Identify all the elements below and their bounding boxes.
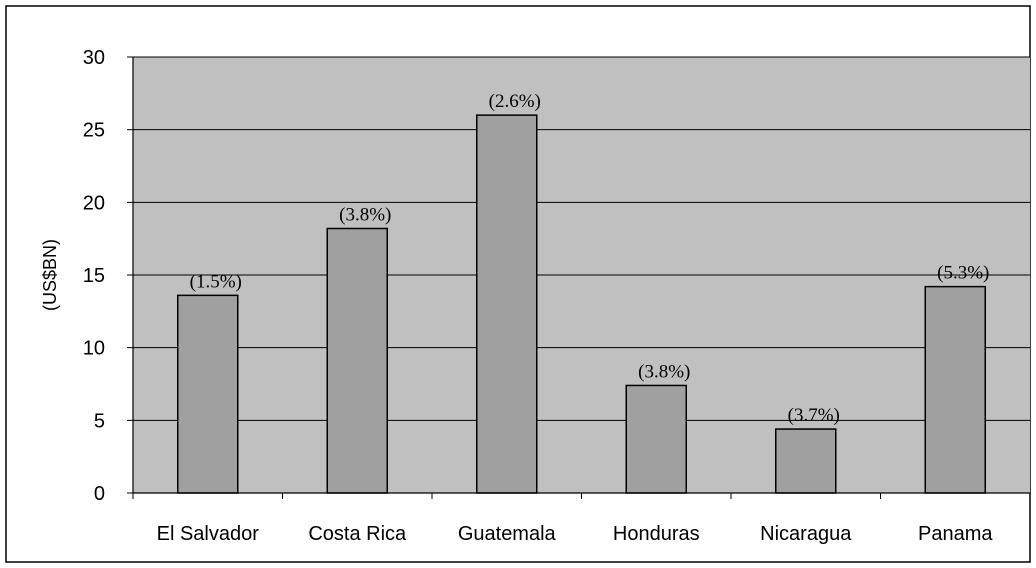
data-label: (3.8%) [339, 204, 391, 225]
y-tick-label: 15 [83, 265, 105, 287]
y-tick-label: 5 [94, 410, 105, 432]
bar-nicaragua [775, 428, 837, 494]
axes [127, 56, 1031, 499]
bar-el-salvador [177, 294, 239, 494]
data-label: (2.6%) [489, 91, 541, 112]
bar-guatemala [476, 114, 538, 494]
x-category-label: Nicaragua [760, 523, 852, 545]
y-tick-label: 0 [94, 483, 105, 505]
y-tick-label: 30 [83, 47, 105, 69]
x-category-label: Costa Rica [308, 523, 407, 545]
bar-costa-rica [326, 227, 388, 494]
x-category-label: El Salvador [157, 523, 260, 545]
data-label: (3.8%) [638, 361, 690, 382]
bar-panama [924, 285, 986, 494]
bars [177, 114, 986, 494]
data-label: (1.5%) [190, 271, 242, 292]
y-tick-label: 25 [83, 120, 105, 142]
bar-honduras [625, 384, 687, 494]
gridlines [133, 56, 1030, 421]
x-category-label: Honduras [613, 523, 700, 545]
x-category-label: Panama [918, 523, 993, 545]
data-label: (5.3%) [937, 263, 989, 284]
data-label: (3.7%) [788, 405, 840, 426]
y-tick-label: 20 [83, 192, 105, 214]
data-labels: (1.5%) (3.8%) (2.6%) (3.8%) (3.7%) (5.3%) [190, 91, 990, 426]
x-category-labels: El Salvador Costa Rica Guatemala Honduras Ni… [157, 523, 994, 545]
y-tick-label: 10 [83, 338, 105, 360]
y-tick-labels: 0 5 10 15 20 25 30 [83, 47, 105, 505]
x-category-label: Guatemala [458, 523, 557, 545]
y-axis-label: (US$BN) [40, 239, 60, 311]
